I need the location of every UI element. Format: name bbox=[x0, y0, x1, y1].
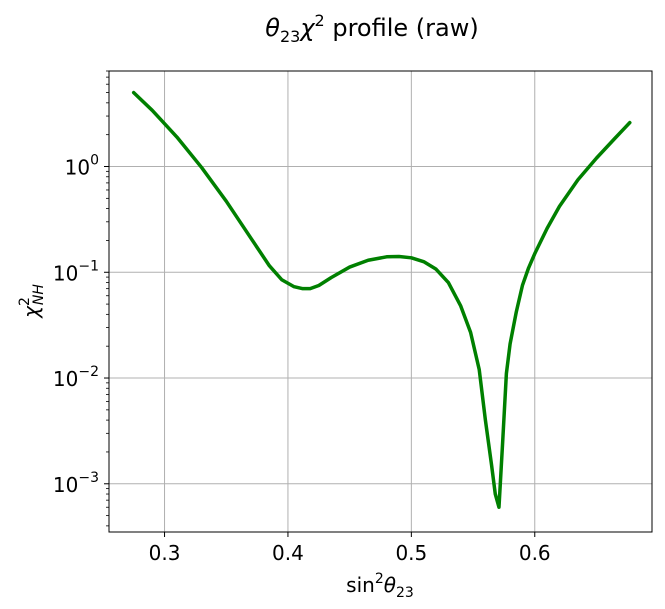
title-sub23: 23 bbox=[280, 27, 300, 46]
xlabel-sin: sin bbox=[346, 573, 375, 597]
title-theta: θ bbox=[265, 14, 280, 42]
x-tick-label: 0.3 bbox=[149, 541, 181, 565]
y-tick-label: 100 bbox=[65, 153, 99, 180]
x-axis-label: sin2θ23 bbox=[346, 571, 414, 601]
plot-frame bbox=[108, 70, 653, 533]
ylabel-chi: χ bbox=[19, 305, 43, 319]
y-axis-label: χ2NH bbox=[17, 284, 47, 319]
title-chi: χ bbox=[298, 14, 315, 42]
x-tick-label: 0.6 bbox=[519, 541, 551, 565]
y-tick-label: 10−1 bbox=[53, 258, 99, 285]
title-rest: profile (raw) bbox=[325, 14, 479, 42]
grid bbox=[109, 71, 652, 532]
series-line-nh bbox=[131, 90, 632, 509]
ylabel-sup2: 2 bbox=[17, 297, 33, 306]
x-tick-label: 0.4 bbox=[272, 541, 304, 565]
title-sup2: 2 bbox=[315, 11, 325, 30]
xlabel-sup2: 2 bbox=[375, 571, 384, 587]
ticks bbox=[104, 70, 536, 537]
xlabel-theta: θ bbox=[384, 573, 396, 597]
x-tick-label: 0.5 bbox=[395, 541, 427, 565]
chart-title: θ23χ2 profile (raw) bbox=[265, 11, 478, 46]
xlabel-sub23: 23 bbox=[396, 585, 414, 601]
y-tick-label: 10−2 bbox=[53, 364, 99, 391]
y-tick-label: 10−3 bbox=[53, 470, 99, 497]
ylabel-sub-nh: NH bbox=[31, 284, 47, 305]
tick-labels: 0.3 0.4 0.5 0.6 10−3 10−2 10−1 100 bbox=[53, 153, 551, 565]
